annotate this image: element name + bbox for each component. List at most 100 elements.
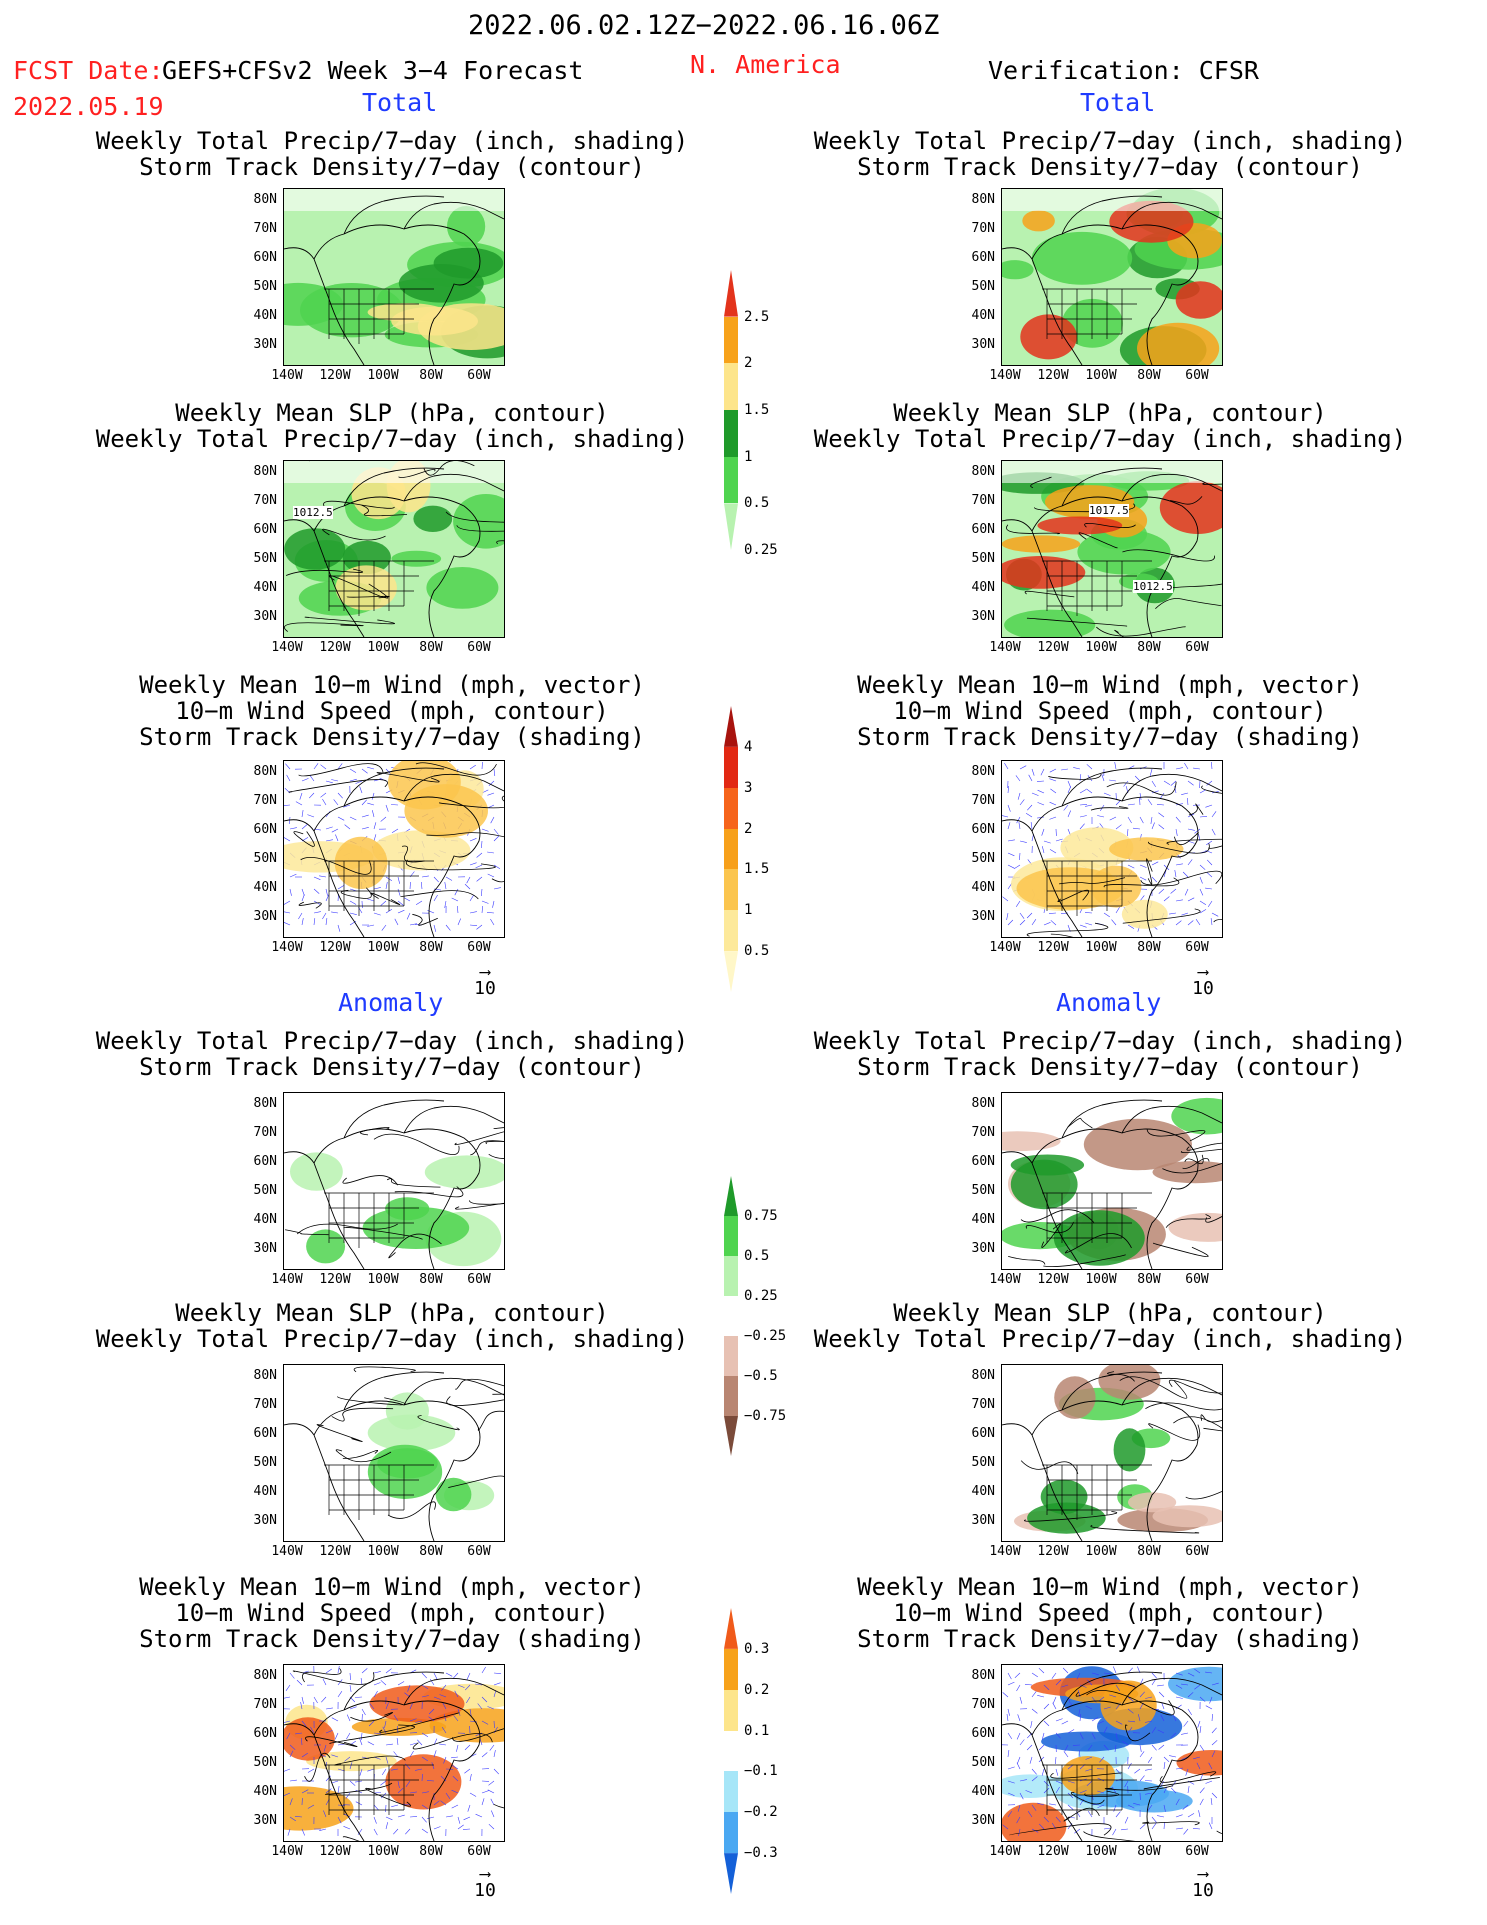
lon-tick-label: 120W [319, 368, 351, 383]
lat-tick-label: 80N [253, 1368, 277, 1383]
lat-tick-label: 70N [971, 1697, 995, 1712]
lat-tick-label: 70N [253, 793, 277, 808]
colorbar-tick-label: 0.5 [744, 495, 770, 512]
lat-tick-label: 50N [253, 551, 277, 566]
colorbar-segment [724, 869, 738, 911]
lat-tick-label: 70N [971, 793, 995, 808]
lat-tick-label: 80N [253, 464, 277, 479]
title-l1: Weekly Total Precip/7−day (inch, shading… [95, 127, 689, 181]
colorbar-segment [724, 787, 738, 829]
lon-axis-labels: 140W 120W 100W 80W 60W [271, 1272, 523, 1288]
lon-tick-label: 60W [1185, 1844, 1209, 1859]
lon-tick-label: 100W [367, 1844, 399, 1859]
colorbar-segment [724, 1176, 738, 1216]
lon-tick-label: 60W [467, 1544, 491, 1559]
colorbar-segment [724, 270, 738, 317]
lat-tick-label: 30N [253, 909, 277, 924]
lon-tick-label: 80W [1137, 1544, 1161, 1559]
colorbar-segment [724, 1771, 738, 1813]
map-panel-r5-fcst [283, 1364, 505, 1542]
lon-tick-label: 100W [367, 1272, 399, 1287]
lon-tick-label: 120W [1037, 640, 1069, 655]
lon-tick-label: 140W [989, 1272, 1021, 1287]
colorbar-segment [724, 410, 738, 457]
colorbar-segment [724, 316, 738, 364]
colorbar-tick-label: 1 [744, 448, 753, 465]
section-anomaly-right: Anomaly [1056, 988, 1162, 1017]
lat-tick-label: 50N [253, 1755, 277, 1770]
lat-tick-label: 60N [253, 822, 277, 837]
colorbar-total-storm: 4 3 2 1.5 1 0.5 [724, 706, 769, 992]
lon-tick-label: 140W [271, 1272, 303, 1287]
lon-tick-label: 100W [1085, 640, 1117, 655]
lon-tick-label: 140W [989, 640, 1021, 655]
lon-axis-labels: 140W 120W 100W 80W 60W [271, 1544, 523, 1560]
lon-tick-label: 140W [271, 368, 303, 383]
lat-tick-label: 70N [253, 1397, 277, 1412]
lon-tick-label: 140W [989, 368, 1021, 383]
map-panel-r4-fcst [283, 1092, 505, 1270]
lat-tick-label: 50N [253, 1183, 277, 1198]
colorbar-segment [724, 1416, 738, 1456]
colorbar-segment [724, 503, 738, 550]
lat-tick-label: 60N [253, 1726, 277, 1741]
lat-tick-label: 30N [971, 1513, 995, 1528]
colorbar-tick-label: 1.5 [744, 402, 770, 418]
lat-axis-labels: 80N 70N 60N 50N 40N 30N [961, 188, 995, 364]
lon-tick-label: 80W [419, 1844, 443, 1859]
lat-tick-label: 60N [971, 522, 995, 537]
colorbar-segment [724, 828, 738, 870]
lon-tick-label: 100W [367, 1544, 399, 1559]
lon-tick-label: 100W [1085, 940, 1117, 955]
slp-contour-label: 1012.5 [293, 506, 333, 519]
lat-tick-label: 80N [971, 464, 995, 479]
colorbar-segment [724, 746, 738, 788]
lat-tick-label: 80N [971, 1668, 995, 1683]
colorbar-tick-label: −0.1 [744, 1763, 778, 1780]
lon-tick-label: 60W [467, 368, 491, 383]
lon-tick-label: 60W [1185, 1544, 1209, 1559]
title-l5: Weekly Mean SLP (hPa, contour) Weekly Tot… [95, 1299, 689, 1353]
lat-tick-label: 60N [253, 1426, 277, 1441]
colorbar-anom-precip: 0.75 0.5 0.25 −0.25 −0.5 −0.75 [724, 1176, 786, 1456]
lat-tick-label: 60N [253, 250, 277, 265]
lat-tick-label: 40N [971, 580, 995, 595]
map-panel-r2-fcst [283, 460, 505, 638]
lat-tick-label: 40N [971, 1484, 995, 1499]
colorbar-segment [724, 1336, 738, 1376]
colorbar-tick-label: 2 [744, 820, 753, 837]
lon-tick-label: 140W [989, 1544, 1021, 1559]
colorbar-segment [724, 1648, 738, 1690]
colorbar-segment [724, 1216, 738, 1256]
lon-tick-label: 140W [989, 940, 1021, 955]
fcst-date-label: FCST Date: [13, 56, 164, 85]
lon-tick-label: 80W [1137, 640, 1161, 655]
lat-axis-labels: 80N 70N 60N 50N 40N 30N [243, 1092, 277, 1268]
lat-axis-labels: 80N 70N 60N 50N 40N 30N [243, 188, 277, 364]
lat-tick-label: 40N [253, 1784, 277, 1799]
lon-tick-label: 140W [271, 940, 303, 955]
lat-tick-label: 50N [971, 551, 995, 566]
colorbar-segment [724, 1853, 738, 1894]
colorbar-tick-label: 0.25 [744, 1288, 778, 1304]
colorbar-tick-label: 1.5 [744, 861, 770, 878]
colorbar-segment [724, 1812, 738, 1854]
lon-tick-label: 80W [419, 940, 443, 955]
lon-tick-label: 80W [419, 640, 443, 655]
lon-tick-label: 140W [271, 1544, 303, 1559]
lon-tick-label: 140W [271, 1844, 303, 1859]
lat-tick-label: 30N [971, 909, 995, 924]
lon-tick-label: 80W [419, 1272, 443, 1287]
lat-tick-label: 70N [971, 1397, 995, 1412]
colorbar-anom-storm: 0.3 0.2 0.1 −0.1 −0.2 −0.3 [724, 1608, 778, 1894]
colorbar-segment [724, 706, 738, 747]
lon-tick-label: 60W [467, 1272, 491, 1287]
lat-tick-label: 70N [253, 1697, 277, 1712]
colorbar-segment [724, 1296, 738, 1336]
map-panel-r1-fcst [283, 188, 505, 366]
colorbar-segment [724, 951, 738, 992]
lat-tick-label: 60N [971, 1154, 995, 1169]
lat-tick-label: 50N [971, 1455, 995, 1470]
title-l3: Weekly Mean 10−m Wind (mph, vector) 10−m … [139, 671, 645, 751]
lon-tick-label: 60W [1185, 940, 1209, 955]
